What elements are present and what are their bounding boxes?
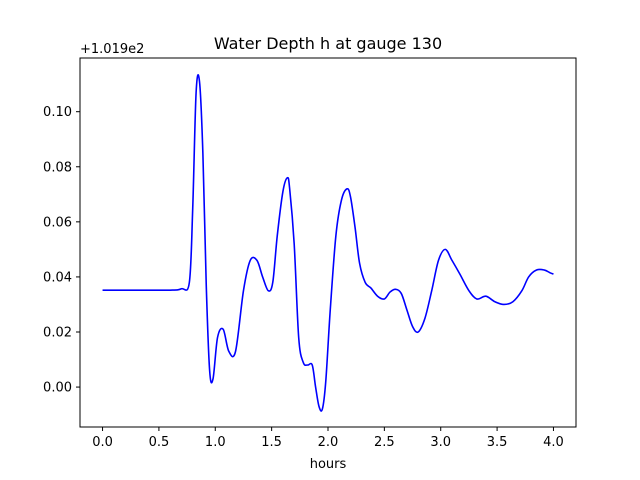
x-tick-label: 3.5	[487, 435, 508, 450]
x-tick-label: 1.0	[205, 435, 226, 450]
series-line-0	[102, 74, 554, 412]
series-layer	[102, 74, 554, 412]
y-tick-label: 0.08	[43, 160, 72, 175]
y-tick-label: 0.00	[43, 381, 72, 396]
y-tick-label: 0.06	[43, 215, 72, 230]
y-tick-label: 0.04	[43, 270, 72, 285]
x-tick-label: 0.5	[149, 435, 170, 450]
x-tick-label: 2.5	[374, 435, 395, 450]
y-tick-label: 0.10	[43, 105, 72, 120]
chart-title: Water Depth h at gauge 130	[214, 34, 442, 53]
x-axis-label: hours	[310, 457, 347, 472]
x-tick-label: 1.5	[261, 435, 282, 450]
x-axis: 0.0 0.5 1.0 1.5 2.0 2.5 3.0 3.5 4.0	[92, 427, 564, 450]
y-axis-offset-label: +1.019e2	[80, 42, 144, 57]
x-tick-label: 2.0	[318, 435, 339, 450]
y-axis: 0.00 0.02 0.04 0.06 0.08 0.10	[43, 105, 80, 396]
x-tick-label: 3.0	[430, 435, 451, 450]
y-tick-label: 0.02	[43, 325, 72, 340]
x-tick-label: 4.0	[543, 435, 564, 450]
x-tick-label: 0.0	[92, 435, 113, 450]
